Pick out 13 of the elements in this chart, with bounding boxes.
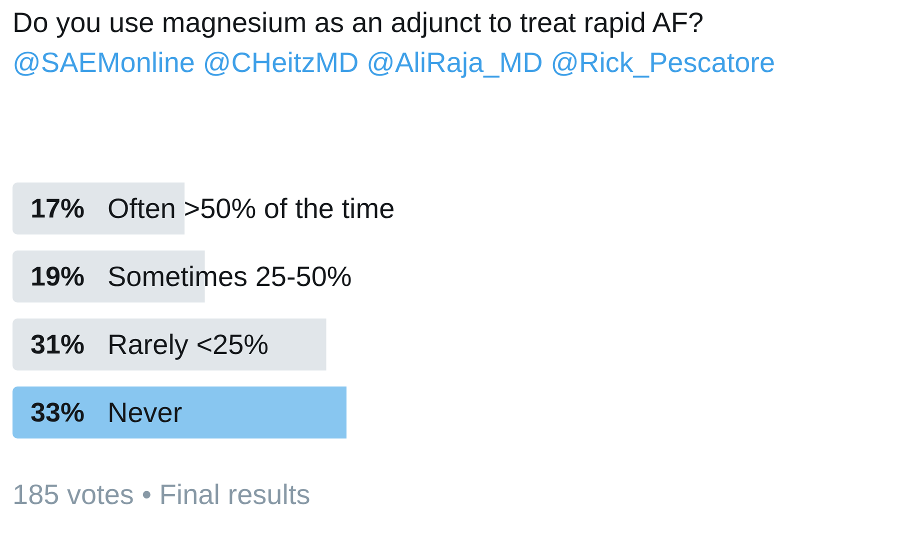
y-tick-label: Rarely <25%	[108, 329, 269, 360]
data-label: 33%	[30, 398, 85, 428]
y-tick-label: Often >50% of the time	[108, 193, 395, 224]
text: 185 votes • Final results	[12, 479, 310, 510]
bar	[12, 386, 346, 438]
y-tick-label: Never	[108, 397, 182, 428]
bar	[12, 318, 326, 370]
data-label: 19%	[30, 262, 85, 292]
y-tick-label: Sometimes 25-50%	[108, 261, 352, 292]
chart-subtitle: @SAEMonline @CHeitzMD @AliRaja_MD @Rick_Pescatore	[12, 47, 776, 78]
chart-title: Do you use magnesium as an adjunct to treat rapid AF?	[12, 7, 704, 38]
data-label: 31%	[30, 330, 85, 360]
data-label: 17%	[30, 194, 85, 224]
